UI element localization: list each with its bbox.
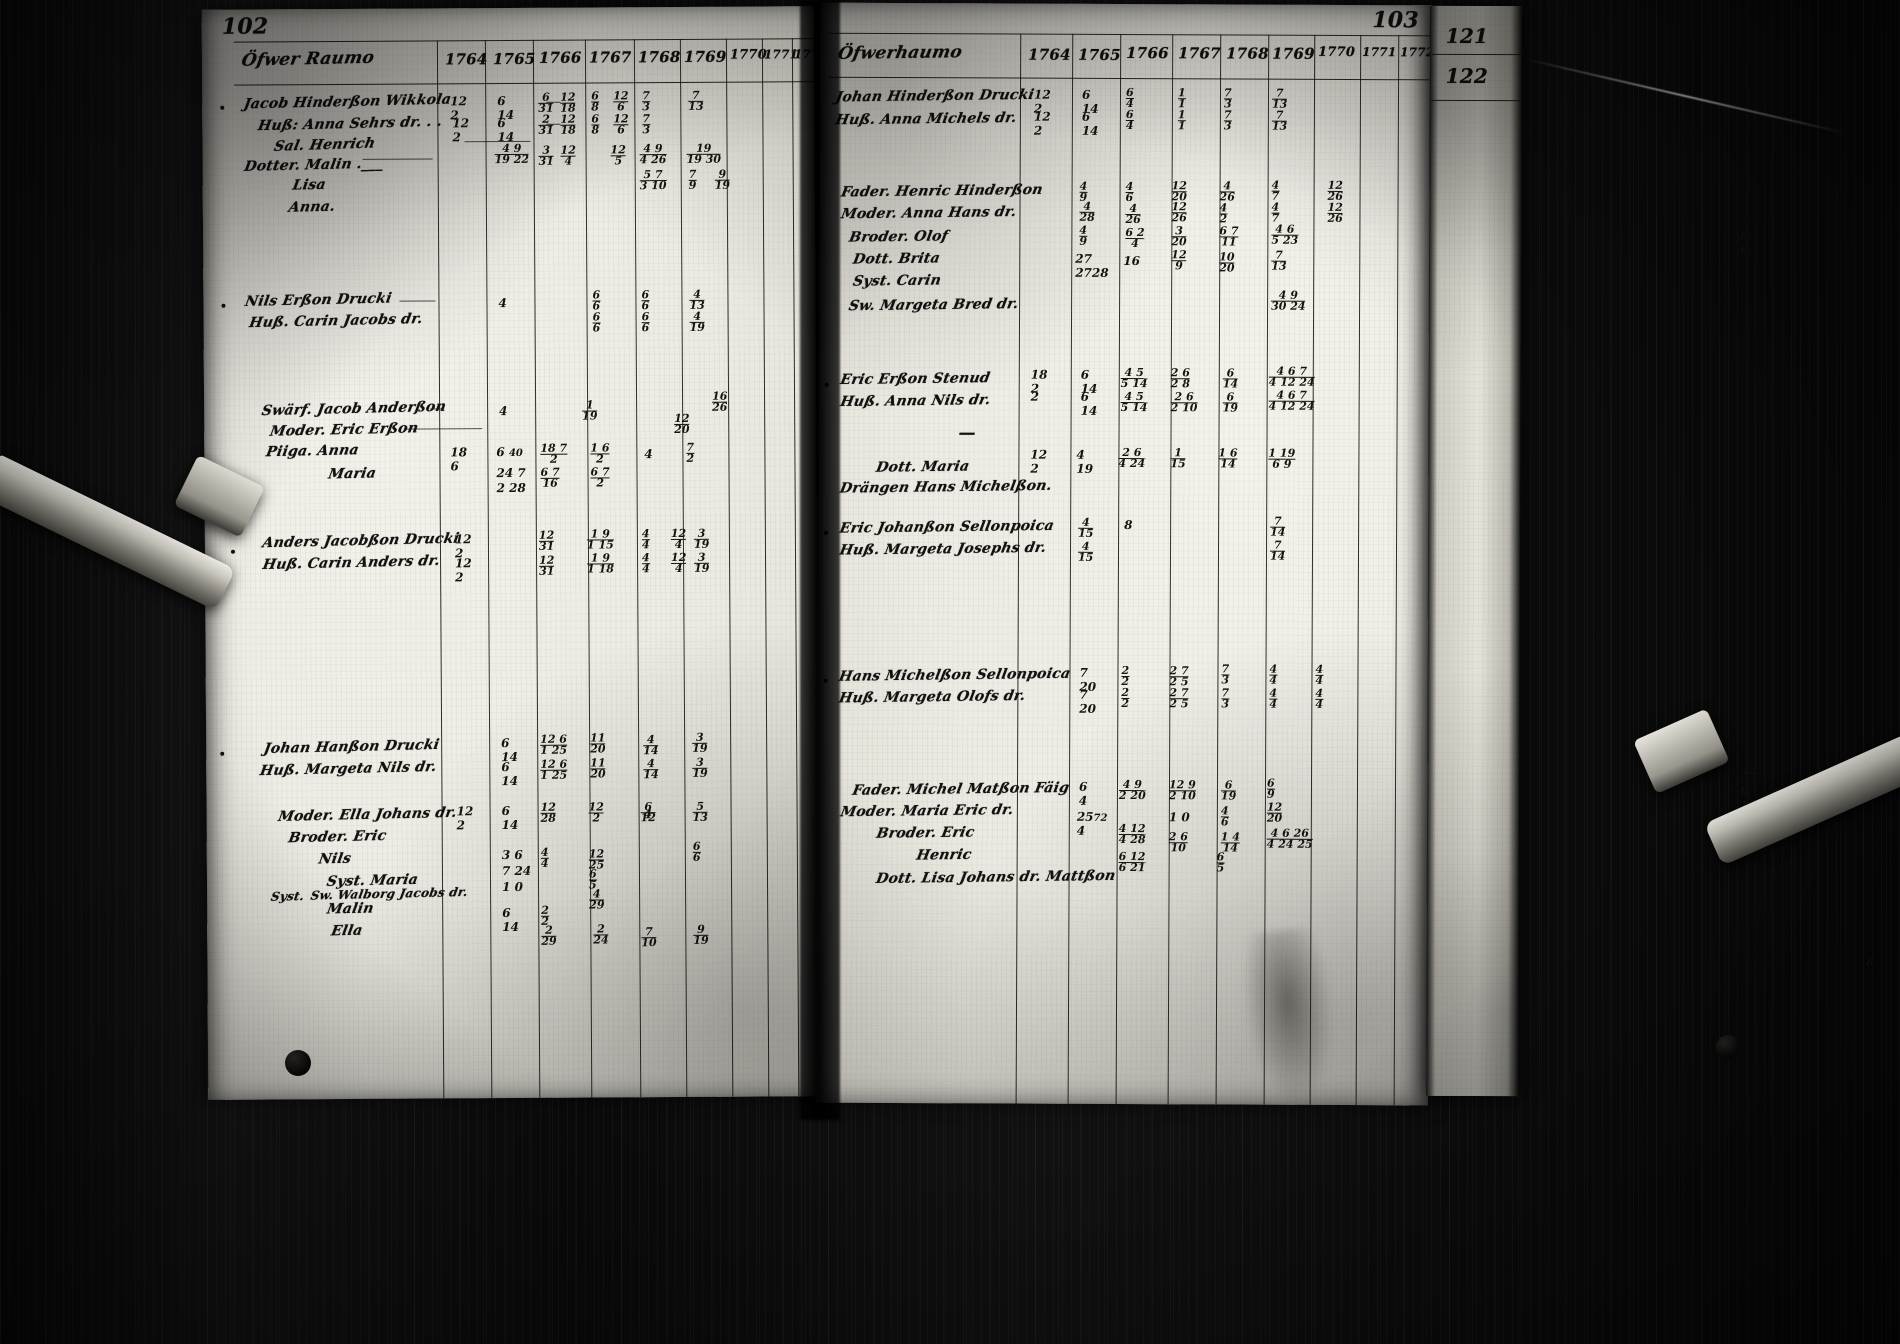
- column-rule: [725, 38, 734, 1097]
- entry-line: Huß. Anna Michels dr.: [834, 109, 1019, 129]
- entry-line: Drängen Hans Michelßon.: [838, 477, 1054, 497]
- year-header-1766: 1766: [538, 48, 582, 67]
- page-number-right: 103: [1372, 7, 1419, 34]
- edge-rule: [1431, 99, 1522, 102]
- entry-line: Huß: Anna Sehrs dr. . .: [256, 113, 444, 135]
- year-header-1768: 1768: [1226, 44, 1269, 63]
- entry-line: Fader. Henric Hinderßon: [839, 181, 1045, 201]
- column-rule: [1115, 33, 1122, 1104]
- year-header-1766: 1766: [1126, 44, 1169, 63]
- entry-line: Sw. Margeta Bred dr.: [847, 296, 1020, 315]
- column-rule: [436, 40, 445, 1099]
- paper-grain-edge: [1426, 5, 1522, 1097]
- entry-line: Huß. Margeta Nils dr.: [258, 758, 438, 780]
- year-header-1772: 1772: [1400, 45, 1433, 60]
- year-header-1765: 1765: [1078, 45, 1121, 64]
- year-header-1769: 1769: [683, 47, 727, 66]
- column-rule: [1067, 33, 1074, 1104]
- entry-line: Huß. Anna Nils dr.: [838, 392, 992, 411]
- entry-line: Swärf. Jacob Anderßon: [260, 398, 448, 420]
- edge-rule: [1431, 53, 1522, 56]
- edge-page-number-122: 122: [1445, 63, 1489, 89]
- entry-line: Moder. Eric Erßon: [268, 420, 420, 440]
- year-header-1764: 1764: [1028, 45, 1071, 64]
- entry-line: Moder. Ella Johans dr.: [276, 804, 459, 825]
- entry-line: Broder. Eric: [875, 824, 976, 842]
- entry-line: Maria: [327, 465, 378, 483]
- year-header-1765: 1765: [492, 49, 536, 69]
- right-page: 103 Öfwerhaumo 1764 1765 1766 1767 1768 …: [815, 2, 1433, 1106]
- entry-marker: [220, 751, 225, 756]
- entry-line: Lisa: [291, 176, 328, 194]
- entry-line: Sw. Walborg Jacobs dr.: [309, 884, 470, 903]
- margin-numeral: 8: [1866, 955, 1875, 969]
- entry-line: Henric: [915, 846, 973, 864]
- entry-line: Ella: [329, 922, 364, 940]
- column-rule: [1393, 35, 1400, 1106]
- entry-line: Anders Jacobßon Drucki: [261, 530, 461, 552]
- ink-blot: [1716, 1035, 1740, 1059]
- entry-line: Syst. Carin: [851, 272, 943, 290]
- year-header-1769: 1769: [1272, 44, 1315, 63]
- entry-line: Nils: [317, 850, 353, 868]
- header-rule-bottom: [828, 76, 1433, 81]
- header-rule-top: [828, 32, 1433, 37]
- column-rule: [791, 38, 800, 1097]
- column-rule: [1355, 35, 1362, 1106]
- entry-line: Eric Erßon Stenud: [839, 370, 992, 389]
- year-header-1764: 1764: [444, 50, 488, 69]
- entry-line: Moder. Anna Hans dr.: [839, 204, 1018, 223]
- section-header-left: Öfwer Raumo: [240, 47, 376, 71]
- entry-marker: [221, 303, 226, 308]
- entry-line: Huß. Margeta Josephs dr.: [838, 539, 1048, 559]
- entry-line: Hans Michelßon Sellonpoica: [837, 665, 1072, 685]
- entry-line: Piiga. Anna: [264, 442, 361, 461]
- left-page: 102 Öfwer Raumo 1764 1765 1766 1767 1768…: [201, 6, 821, 1100]
- entry-line: —: [958, 423, 976, 444]
- entry-line: Huß. Carin Anders dr.: [261, 552, 442, 574]
- entry-line: Eric Johanßon Sellonpoica: [838, 517, 1056, 537]
- edge-page-number-121: 121: [1445, 23, 1489, 49]
- page-number-left: 102: [221, 13, 269, 40]
- entry-label-syst: Syst.: [269, 888, 306, 904]
- year-header-1771: 1771: [1362, 45, 1397, 60]
- column-rule: [484, 40, 493, 1099]
- entry-line: Anna.: [287, 198, 337, 216]
- year-header-1770: 1770: [729, 47, 767, 63]
- book-gutter-shadow: [800, 0, 840, 1120]
- entry-line: Sal. Henrich: [272, 135, 377, 155]
- ink-blot: [285, 1050, 311, 1076]
- year-header-1767: 1767: [588, 48, 632, 67]
- year-header-1767: 1767: [1178, 44, 1221, 63]
- entry-marker: [220, 105, 225, 110]
- entry-line: Dott. Maria: [874, 458, 971, 476]
- entry-line: Broder. Eric: [287, 827, 388, 847]
- entry-line: Dott. Lisa Johans dr. Mattßon: [874, 867, 1117, 887]
- entry-line: Moder. Maria Eric dr.: [839, 802, 1015, 821]
- entry-line: Nils Erßon Drucki: [243, 290, 393, 310]
- entry-line: Malin: [325, 900, 376, 918]
- entry-line: Dott. Brita: [851, 250, 942, 268]
- entry-marker: [230, 549, 235, 554]
- entry-line: Johan Hanßon Drucki: [262, 736, 441, 758]
- column-rule: [633, 39, 642, 1098]
- adjacent-leaf-edge: 121 122: [1426, 5, 1522, 1097]
- year-header-1770: 1770: [1318, 44, 1356, 61]
- column-rule: [761, 38, 770, 1097]
- year-header-1768: 1768: [637, 47, 681, 67]
- entry-line: Huß. Margeta Olofs dr.: [837, 687, 1027, 707]
- entry-line: Fader. Michel Matßon Fäig: [851, 779, 1071, 799]
- entry-line: Jacob Hinderßon Wikkola: [242, 91, 453, 113]
- section-header-right: Öfwerhaumo: [836, 42, 964, 64]
- entry-line: Huß. Carin Jacobs dr.: [247, 311, 425, 332]
- entry-line: Johan Hinderßon Drucki: [834, 86, 1036, 106]
- entry-line: Broder. Olof: [847, 228, 950, 246]
- thumb-smudge: [1235, 925, 1345, 1115]
